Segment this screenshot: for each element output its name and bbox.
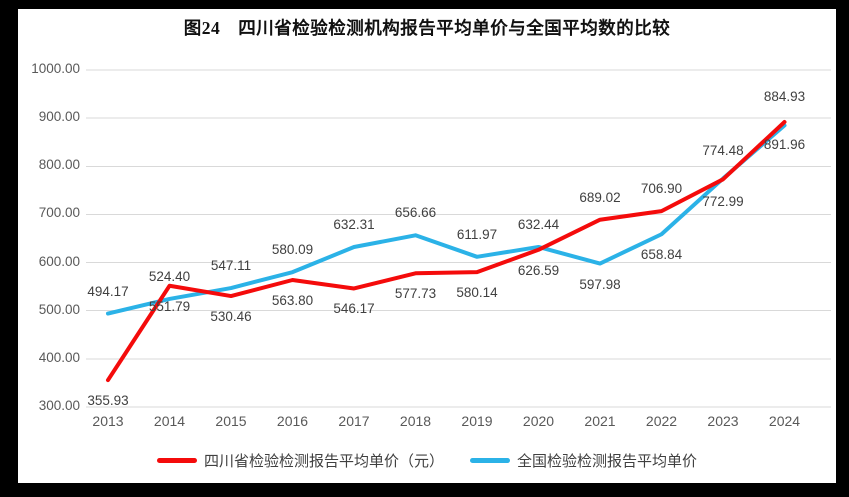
y-tick-label: 300.00 xyxy=(38,398,80,413)
data-label: 891.96 xyxy=(763,137,806,152)
data-label: 355.93 xyxy=(87,393,129,409)
x-tick-label: 2021 xyxy=(584,413,616,429)
legend-label-national: 全国检验检测报告平均单价 xyxy=(517,453,698,470)
x-tick-label: 2013 xyxy=(92,413,124,429)
data-label: 530.46 xyxy=(210,309,252,325)
y-tick-label: 700.00 xyxy=(38,205,80,221)
x-tick-label: 2020 xyxy=(522,413,555,429)
plot-area: 300.00 400.00 500.00 600.00 700.00 800.00 900.… xyxy=(18,9,836,483)
data-label: 774.48 xyxy=(702,142,744,158)
x-tick-label: 2018 xyxy=(399,413,432,429)
line-chart-svg xyxy=(86,69,831,408)
data-label: 706.90 xyxy=(640,181,683,197)
x-tick-label: 2014 xyxy=(153,413,186,429)
data-label: 626.59 xyxy=(517,262,560,278)
y-tick-label: 900.00 xyxy=(38,109,80,125)
y-tick-label: 600.00 xyxy=(38,253,80,269)
data-label: 563.80 xyxy=(271,292,314,308)
legend: 四川省检验检测报告平均单价（元） 全国检验检测报告平均单价 xyxy=(18,450,836,471)
data-label: 632.44 xyxy=(517,216,560,232)
data-label: 772.99 xyxy=(702,194,744,210)
data-label: 546.17 xyxy=(333,301,375,317)
data-label: 580.14 xyxy=(456,285,498,301)
chart-title: 图24 四川省检验检测机构报告平均单价与全国平均数的比较 xyxy=(183,18,671,38)
data-label: 551.79 xyxy=(148,298,191,314)
data-label: 611.97 xyxy=(456,226,498,242)
y-tick-label: 1000.00 xyxy=(31,61,80,76)
x-tick-label: 2019 xyxy=(461,413,493,429)
chart-panel: 图24 四川省检验检测机构报告平均单价与全国平均数的比较 300.00 400.0… xyxy=(18,9,836,483)
x-tick-label: 2017 xyxy=(338,413,370,429)
x-tick-label: 2023 xyxy=(707,413,739,429)
legend-item-national: 全国检验检测报告平均单价 xyxy=(470,450,697,471)
y-tick-label: 400.00 xyxy=(38,349,80,365)
legend-label-sichuan: 四川省检验检测报告平均单价（元） xyxy=(203,453,444,470)
x-tick-label: 2015 xyxy=(215,413,247,429)
data-label: 632.31 xyxy=(333,217,375,233)
data-label: 884.93 xyxy=(763,89,806,105)
x-tick-label: 2022 xyxy=(645,413,678,429)
legend-swatch-national xyxy=(470,458,510,463)
data-label: 658.84 xyxy=(640,247,683,263)
data-label: 597.98 xyxy=(579,276,621,292)
series-line-national xyxy=(106,123,787,316)
data-label: 577.73 xyxy=(394,286,437,302)
data-label: 494.17 xyxy=(87,283,129,299)
data-label: 580.09 xyxy=(271,242,314,258)
data-label: 689.02 xyxy=(579,189,621,205)
data-label: 547.11 xyxy=(210,258,252,274)
x-tick-label: 2024 xyxy=(768,413,801,429)
legend-item-sichuan: 四川省检验检测报告平均单价（元） xyxy=(156,450,444,471)
y-tick-label: 800.00 xyxy=(38,157,80,173)
legend-swatch-sichuan xyxy=(156,458,197,463)
x-tick-label: 2016 xyxy=(276,413,309,429)
data-label: 656.66 xyxy=(394,205,437,221)
series-line-sichuan xyxy=(106,120,787,383)
y-tick-label: 500.00 xyxy=(38,301,80,317)
data-label: 524.40 xyxy=(148,268,191,284)
